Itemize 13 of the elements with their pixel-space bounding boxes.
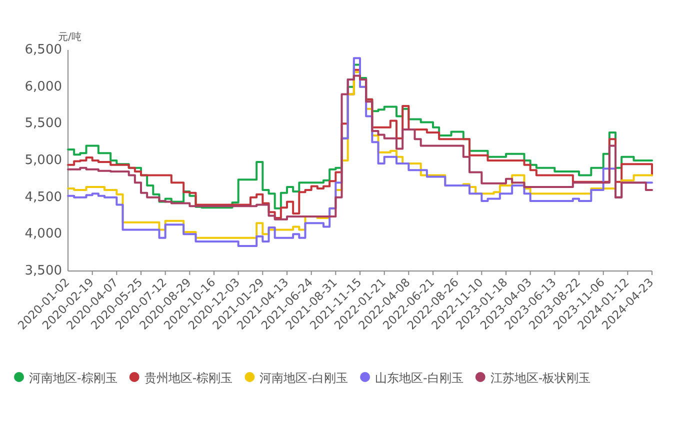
y-tick-label: 3,500 — [24, 264, 62, 278]
y-tick-label: 4,000 — [24, 226, 62, 242]
legend-label: 河南地区-棕刚玉 — [29, 371, 118, 385]
legend-label: 山东地区-白刚玉 — [375, 371, 464, 385]
y-tick-label: 5,000 — [24, 153, 62, 168]
legend-label: 贵州地区-棕刚玉 — [144, 371, 233, 385]
legend-label: 江苏地区-板状刚玉 — [490, 371, 591, 385]
y-tick-label: 4,500 — [24, 190, 62, 205]
y-tick-label: 6,500 — [24, 42, 62, 58]
legend-label: 河南地区-白刚玉 — [260, 371, 348, 385]
y-axis-title: 元/吨 — [58, 31, 82, 43]
y-tick-label: 6,000 — [24, 79, 62, 94]
y-tick-label: 5,500 — [24, 116, 62, 132]
